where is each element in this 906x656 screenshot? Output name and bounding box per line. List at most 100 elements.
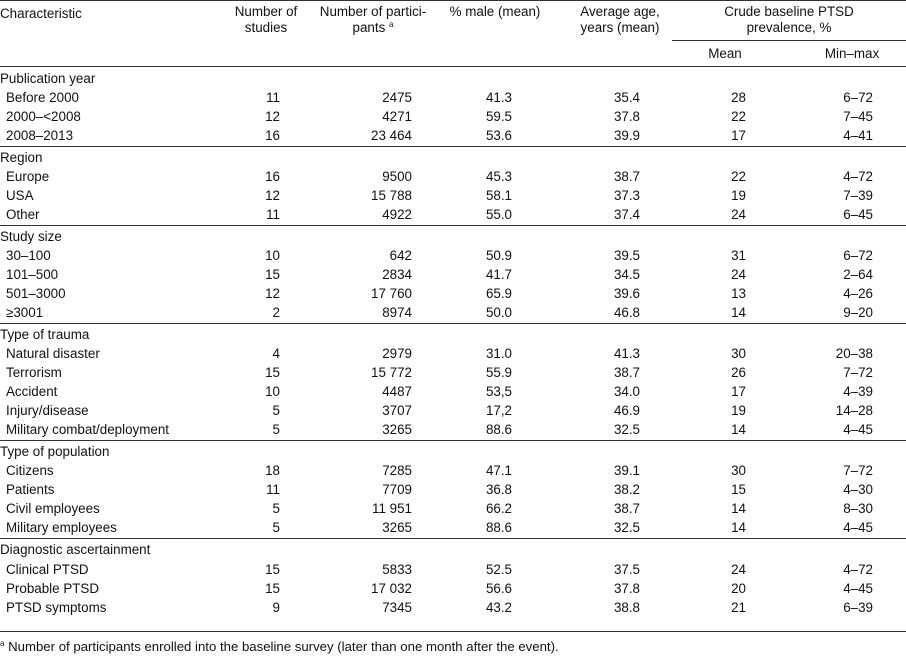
cell-age: 46.9 [613,403,640,419]
cell-male: 66.2 [485,501,512,517]
cell-mean: 24 [731,561,746,577]
group-title: Region [0,150,43,166]
cell-mean: 14 [731,422,746,438]
cell-studies: 15 [265,561,280,577]
cell-age: 38.7 [613,365,640,381]
group-separator [0,538,906,540]
cell-age: 46.8 [613,305,640,321]
row-label: Military combat/deployment [6,422,169,438]
cell-minmax: 7–72 [843,365,873,381]
cell-male: 31.0 [485,346,512,362]
cell-male: 43.2 [485,599,512,615]
header-participants: Number of partici- pants a [319,4,427,35]
cell-participants: 4487 [382,384,412,400]
footnote-marker: a [389,20,394,29]
header-mean: Mean [708,46,742,61]
cell-mean: 19 [731,188,746,204]
cell-age: 35.4 [613,90,640,106]
cell-minmax: 4–45 [843,422,873,438]
cell-studies: 4 [272,346,280,362]
cell-age: 37.3 [613,188,640,204]
row-label: 30–100 [6,248,51,264]
cell-male: 56.6 [485,580,512,596]
cell-male: 88.6 [485,520,512,536]
cell-studies: 5 [272,422,280,438]
cell-studies: 9 [272,599,280,615]
cell-studies: 11 [266,482,280,498]
cell-minmax: 4–30 [843,482,873,498]
cell-participants: 5833 [382,561,412,577]
row-label: USA [6,188,34,204]
cell-studies: 12 [265,109,280,125]
cell-age: 39.1 [613,463,640,479]
cell-age: 34.0 [613,384,640,400]
cell-studies: 12 [265,188,280,204]
cell-age: 38.7 [613,501,640,517]
header-age: Average age, years (mean) [580,4,660,35]
cell-participants: 4922 [382,207,412,223]
cell-age: 32.5 [613,422,640,438]
cell-male: 41.7 [485,267,512,283]
row-label: Probable PTSD [6,580,100,596]
group-title: Study size [0,229,62,245]
cell-male: 53,5 [485,384,512,400]
cell-mean: 30 [731,463,746,479]
cell-participants: 7285 [382,463,412,479]
cell-participants: 9500 [382,169,412,185]
cell-age: 38.2 [613,482,640,498]
cell-male: 88.6 [485,422,512,438]
group-title: Type of trauma [0,327,90,343]
cell-studies: 5 [272,501,280,517]
cell-studies: 16 [265,128,280,144]
cell-mean: 24 [731,267,746,283]
cell-mean: 31 [731,248,746,264]
row-label: Citizens [6,463,54,479]
footnote: a Number of participants enrolled into t… [0,637,559,656]
cell-minmax: 4–45 [843,520,873,536]
header-bottom-rule [0,66,906,67]
cell-minmax: 4–72 [843,169,873,185]
row-label: Injury/disease [6,403,89,419]
cell-participants: 2979 [382,346,412,362]
row-label: ≥3001 [6,305,44,321]
cell-male: 36.8 [485,482,512,498]
footnote-text: Number of participants enrolled into the… [8,639,559,654]
cell-male: 50.9 [485,248,512,264]
header-ptsd: Crude baseline PTSD prevalence, % [724,4,854,35]
cell-mean: 21 [731,599,746,615]
cell-participants: 4271 [382,109,412,125]
row-label: Other [6,207,40,223]
top-rule [0,0,906,1]
row-label: Europe [6,169,50,185]
cell-minmax: 7–72 [843,463,873,479]
cell-minmax: 8–30 [843,501,873,517]
row-label: Civil employees [6,501,100,517]
cell-mean: 24 [731,207,746,223]
cell-age: 37.4 [613,207,640,223]
cell-minmax: 4–39 [843,384,873,400]
cell-participants: 7709 [382,482,412,498]
cell-age: 38.7 [613,169,640,185]
cell-minmax: 6–45 [843,207,873,223]
cell-studies: 5 [272,520,280,536]
cell-mean: 19 [731,403,746,419]
cell-male: 45.3 [485,169,512,185]
row-label: Clinical PTSD [6,561,89,577]
cell-male: 55.9 [485,365,512,381]
group-title: Type of population [0,444,110,460]
cell-male: 53.6 [485,128,512,144]
cell-mean: 22 [731,169,746,185]
group-title: Publication year [0,71,96,86]
cell-minmax: 4–45 [843,580,873,596]
cell-minmax: 6–72 [843,248,873,264]
cell-male: 65.9 [485,286,512,302]
cell-male: 17,2 [485,403,512,419]
header-characteristic: Characteristic [0,6,82,21]
cell-participants: 15 772 [371,365,412,381]
cell-minmax: 6–39 [843,599,873,615]
row-label: Patients [6,482,55,498]
cell-male: 59.5 [485,109,512,125]
cell-studies: 15 [265,365,280,381]
cell-studies: 16 [265,169,280,185]
